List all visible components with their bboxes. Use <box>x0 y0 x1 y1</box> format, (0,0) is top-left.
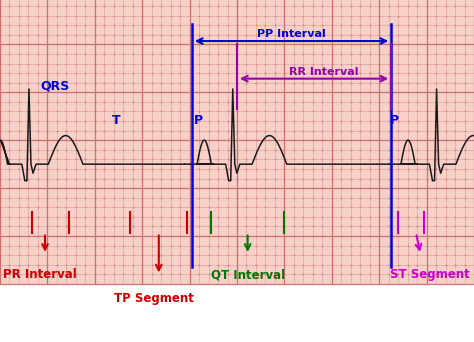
Text: TP Segment: TP Segment <box>114 292 194 305</box>
Text: QRS: QRS <box>40 79 69 92</box>
Text: P: P <box>390 114 399 127</box>
Text: QT Interval: QT Interval <box>210 268 285 281</box>
Text: PR Interval: PR Interval <box>3 268 77 281</box>
Text: RR Interval: RR Interval <box>289 67 358 77</box>
Bar <box>0 0 474 284</box>
Text: T: T <box>112 114 120 127</box>
Text: ST Segment: ST Segment <box>390 268 470 281</box>
Text: P: P <box>193 114 203 127</box>
Text: PP Interval: PP Interval <box>257 29 326 39</box>
